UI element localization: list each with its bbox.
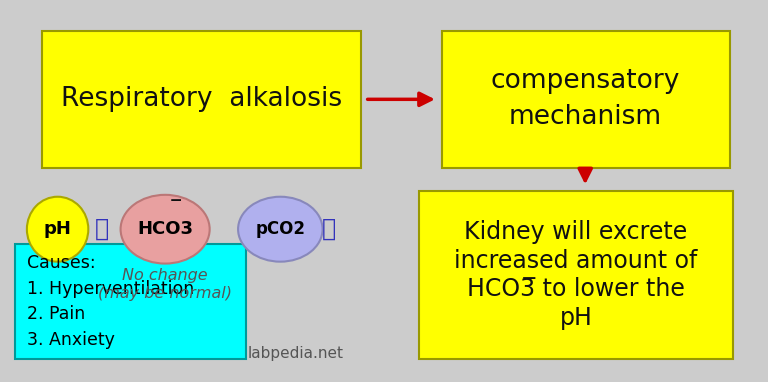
- FancyBboxPatch shape: [442, 31, 730, 168]
- FancyBboxPatch shape: [42, 31, 361, 168]
- FancyBboxPatch shape: [15, 244, 246, 359]
- Text: pH: pH: [44, 220, 71, 238]
- Ellipse shape: [27, 197, 88, 262]
- Text: HCO3̅ to lower the: HCO3̅ to lower the: [467, 277, 685, 301]
- Ellipse shape: [238, 197, 323, 262]
- Text: labpedia.net: labpedia.net: [247, 346, 344, 361]
- Text: increased amount of: increased amount of: [455, 249, 697, 273]
- Text: HCO3: HCO3: [137, 220, 193, 238]
- Text: pCO2: pCO2: [255, 220, 306, 238]
- Text: compensatory
mechanism: compensatory mechanism: [491, 68, 680, 130]
- Text: 👆: 👆: [95, 217, 109, 241]
- Text: 👇: 👇: [322, 217, 336, 241]
- Text: Causes:
1. Hyperventilation
2. Pain
3. Anxiety: Causes: 1. Hyperventilation 2. Pain 3. A…: [27, 254, 194, 349]
- FancyBboxPatch shape: [419, 191, 733, 359]
- Text: Kidney will excrete: Kidney will excrete: [465, 220, 687, 244]
- Text: pH: pH: [560, 306, 592, 330]
- Text: Respiratory  alkalosis: Respiratory alkalosis: [61, 86, 343, 112]
- Ellipse shape: [121, 195, 210, 264]
- Text: No change
(may be normal): No change (may be normal): [98, 269, 232, 301]
